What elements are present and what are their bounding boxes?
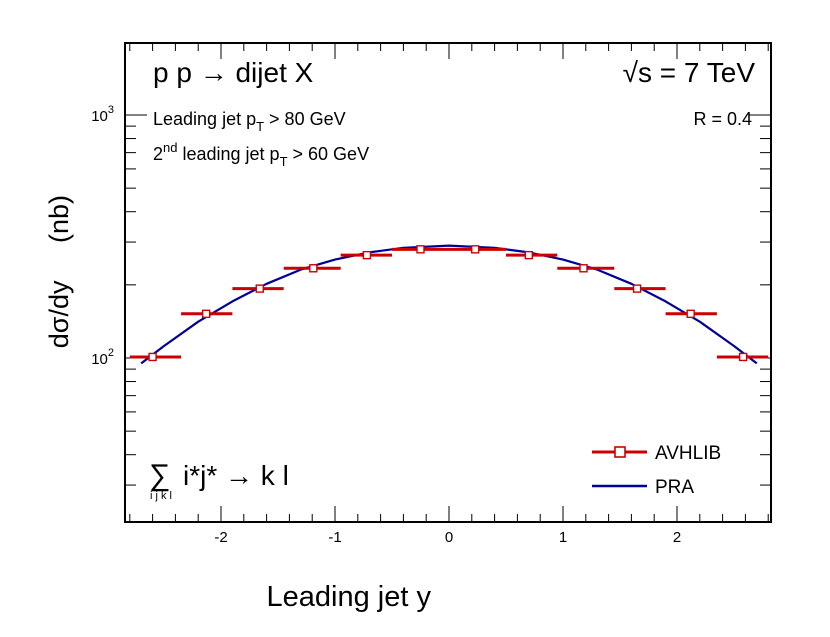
avhlib-marker	[738, 352, 748, 362]
avhlib-histogram-layer	[129, 245, 769, 362]
avhlib-marker	[148, 352, 157, 362]
x-tick-label: 1	[559, 529, 567, 546]
avhlib-marker	[579, 264, 588, 273]
y-tick-exponent: 3	[108, 104, 114, 116]
avhlib-marker	[524, 250, 533, 260]
cut2-suffix: > 60 GeV	[288, 144, 370, 164]
x-tick-label: 2	[673, 529, 681, 546]
cut2-nd-sup: nd	[163, 140, 177, 155]
cut1-suffix: > 80 GeV	[264, 109, 346, 129]
y-tick-base: 10	[91, 351, 108, 368]
y-tick-label: 102	[91, 347, 114, 368]
cut1-prefix: Leading jet p	[153, 109, 256, 129]
leading-jet-cut: Leading jet pT > 80 GeV	[153, 109, 346, 134]
y-tick-exponent: 2	[108, 347, 114, 359]
cut1-sub: T	[256, 119, 264, 134]
cut2-prefix: leading jet p	[177, 144, 279, 164]
x-tick-label: 0	[445, 529, 453, 546]
avhlib-marker	[686, 309, 695, 319]
energy-label: √s = 7 TeV	[623, 57, 756, 88]
chart-title: p p → dijet X	[153, 57, 314, 88]
y-tick-base: 10	[91, 108, 108, 125]
legend-pra-label: PRA	[655, 477, 694, 498]
axis-ticks	[125, 43, 771, 522]
avhlib-marker	[362, 250, 372, 260]
x-tick-label: -2	[214, 529, 227, 546]
pra-curve	[140, 244, 758, 365]
process-sum-symbol: ∑	[149, 459, 170, 492]
process-sum-indices: i j k l	[150, 490, 172, 502]
y-axis-title: dσ/dy (nb)	[44, 195, 74, 348]
pra-curve-layer	[140, 244, 758, 365]
second-jet-cut: 2nd leading jet pT > 60 GeV	[153, 140, 369, 169]
avhlib-marker	[201, 309, 211, 319]
legend-avhlib-label: AVHLIB	[655, 443, 721, 464]
x-tick-label: -1	[328, 529, 341, 546]
legend: AVHLIB PRA	[592, 443, 721, 498]
avhlib-marker	[255, 284, 264, 293]
process-expression: i*j* → k l	[183, 460, 289, 491]
cut2-sub: T	[280, 154, 288, 169]
avhlib-marker	[632, 284, 642, 293]
legend-avhlib-marker	[614, 446, 626, 458]
avhlib-marker	[309, 264, 318, 273]
plot-frame	[124, 42, 772, 523]
x-axis-title: Leading jet y	[267, 581, 432, 613]
avhlib-marker	[416, 245, 425, 254]
cut2-nd-prefix: 2	[153, 144, 163, 164]
radius-label: R = 0.4	[693, 109, 752, 129]
avhlib-marker	[471, 245, 480, 254]
y-tick-label: 103	[91, 104, 114, 125]
